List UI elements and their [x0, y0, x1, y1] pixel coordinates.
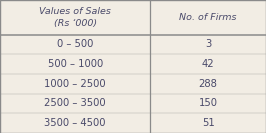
Text: No. of Firms: No. of Firms	[179, 13, 237, 22]
Text: 51: 51	[202, 118, 214, 128]
Text: 500 – 1000: 500 – 1000	[48, 59, 103, 69]
Text: 2500 – 3500: 2500 – 3500	[44, 98, 106, 109]
Text: 1000 – 2500: 1000 – 2500	[44, 79, 106, 89]
Text: 3: 3	[205, 39, 211, 49]
Text: Values of Sales
(Rs ‘000): Values of Sales (Rs ‘000)	[39, 7, 111, 28]
Text: 150: 150	[199, 98, 218, 109]
Text: 288: 288	[199, 79, 218, 89]
Text: 3500 – 4500: 3500 – 4500	[44, 118, 106, 128]
Text: 42: 42	[202, 59, 214, 69]
Text: 0 – 500: 0 – 500	[57, 39, 93, 49]
